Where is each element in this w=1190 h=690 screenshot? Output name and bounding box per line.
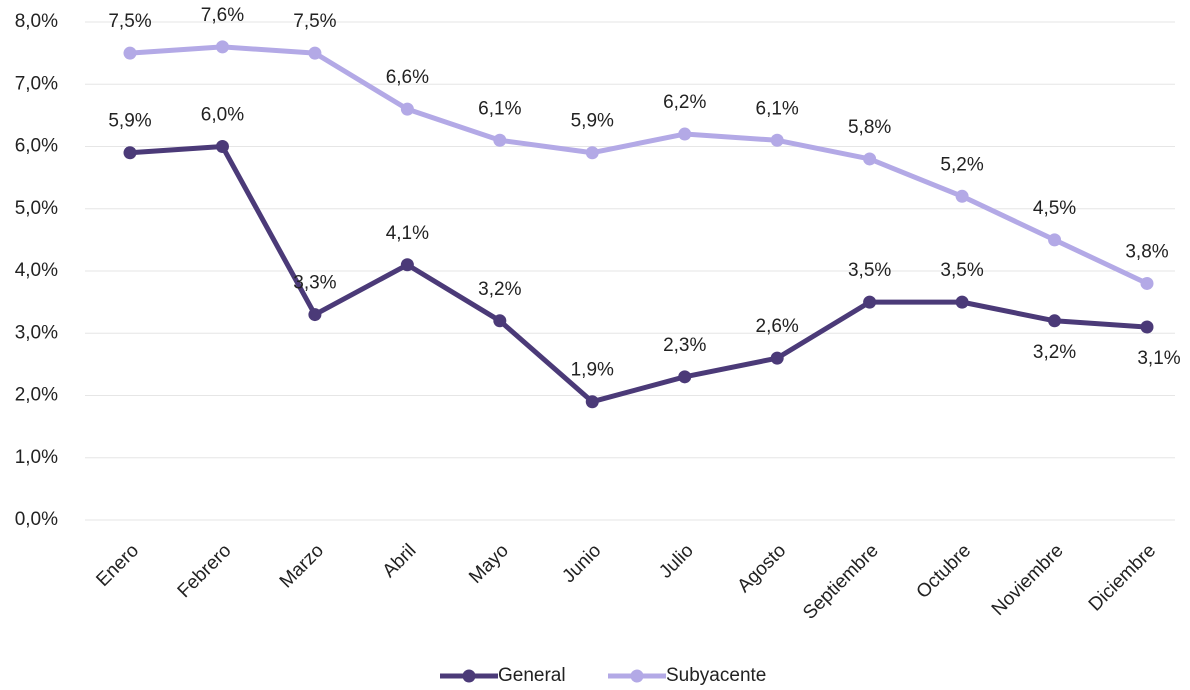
data-label: 4,5% [1033, 198, 1076, 219]
legend-marker [462, 669, 476, 683]
y-tick-label: 8,0% [15, 11, 58, 32]
data-label: 5,2% [940, 154, 983, 175]
x-tick-label: Agosto [734, 540, 791, 597]
data-point [123, 146, 137, 160]
legend-label: General [498, 665, 566, 686]
data-point [770, 133, 784, 147]
y-tick-label: 5,0% [15, 198, 58, 219]
data-label: 5,8% [848, 117, 891, 138]
data-label: 6,1% [756, 98, 799, 119]
data-point [770, 351, 784, 365]
data-point [215, 40, 229, 54]
data-label: 5,9% [108, 111, 151, 132]
data-label: 3,1% [1137, 348, 1180, 369]
data-label: 3,5% [940, 260, 983, 281]
y-tick-label: 2,0% [15, 385, 58, 406]
data-point [493, 133, 507, 147]
data-label: 5,9% [571, 111, 614, 132]
data-point [308, 46, 322, 60]
y-tick-label: 3,0% [15, 322, 58, 343]
data-label: 2,6% [756, 316, 799, 337]
y-tick-label: 0,0% [15, 509, 58, 530]
x-tick-label: Febrero [174, 540, 236, 602]
data-point [1140, 276, 1154, 290]
data-label: 2,3% [663, 335, 706, 356]
data-point [1048, 233, 1062, 247]
x-tick-label: Septiembre [799, 540, 883, 624]
series-line [129, 44, 1149, 286]
data-point [863, 295, 877, 309]
data-point [585, 146, 599, 160]
x-tick-label: Mayo [465, 540, 513, 588]
series-line [129, 144, 1148, 405]
data-label: 6,0% [201, 105, 244, 126]
data-point [215, 140, 229, 153]
data-point [955, 189, 969, 203]
x-tick-label: Diciembre [1085, 540, 1160, 615]
data-label: 3,8% [1125, 241, 1168, 262]
data-label: 7,5% [293, 11, 336, 32]
data-point [678, 127, 692, 141]
y-tick-label: 6,0% [15, 136, 58, 157]
data-label: 3,2% [1033, 342, 1076, 363]
data-label: 6,1% [478, 98, 521, 119]
x-tick-label: Noviembre [988, 540, 1068, 620]
data-point [123, 46, 137, 60]
x-tick-label: Abril [379, 540, 421, 582]
data-point [585, 395, 599, 409]
data-label: 6,2% [663, 92, 706, 113]
legend-marker [630, 669, 644, 683]
x-tick-label: Julio [655, 540, 697, 582]
data-label: 3,5% [848, 260, 891, 281]
y-tick-label: 1,0% [15, 447, 58, 468]
data-label: 6,6% [386, 67, 429, 88]
x-tick-label: Junio [558, 540, 605, 587]
y-tick-label: 4,0% [15, 260, 58, 281]
data-label: 3,3% [293, 273, 336, 294]
data-point [1140, 320, 1154, 334]
data-point [308, 308, 322, 322]
y-tick-label: 7,0% [15, 73, 58, 94]
data-point [1048, 314, 1062, 328]
data-point [400, 102, 414, 116]
legend-label: Subyacente [666, 665, 766, 686]
data-point [955, 295, 969, 309]
data-point [400, 258, 414, 272]
data-label: 1,9% [571, 360, 614, 381]
data-point [493, 314, 507, 328]
x-tick-label: Enero [92, 540, 143, 591]
data-label: 7,6% [201, 5, 244, 26]
data-label: 3,2% [478, 279, 521, 300]
x-tick-label: Marzo [276, 540, 328, 592]
data-point [863, 152, 877, 166]
data-label: 7,5% [108, 11, 151, 32]
data-label: 4,1% [386, 223, 429, 244]
data-point [678, 370, 692, 384]
x-tick-label: Octubre [913, 540, 976, 603]
